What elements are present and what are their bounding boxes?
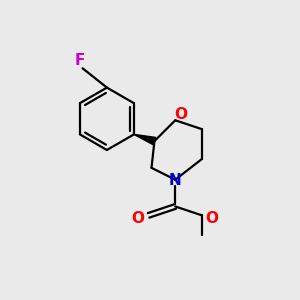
Text: O: O (205, 211, 218, 226)
Text: N: N (169, 173, 182, 188)
Text: O: O (132, 211, 145, 226)
Polygon shape (134, 134, 156, 145)
Text: F: F (75, 53, 85, 68)
Text: O: O (175, 107, 188, 122)
